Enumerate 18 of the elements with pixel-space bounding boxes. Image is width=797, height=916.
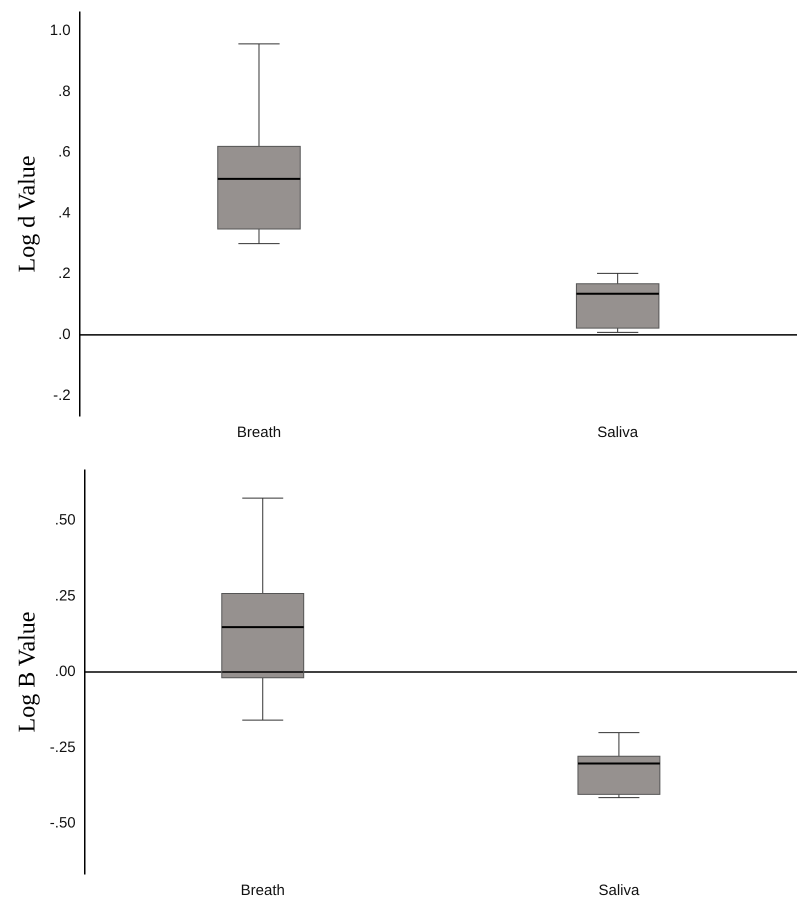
- y-tick-label: -.2: [53, 386, 71, 404]
- x-tick-label: Breath: [236, 424, 282, 442]
- y-axis-title: Log d Value: [14, 156, 41, 272]
- y-tick-label: .2: [58, 265, 71, 282]
- y-tick-label: .8: [58, 82, 71, 100]
- y-axis-title: Log B Value: [14, 612, 41, 732]
- y-tick-label: .4: [58, 204, 71, 222]
- y-tick-label: 1.0: [50, 22, 71, 39]
- y-tick-label: .50: [54, 512, 76, 529]
- y-tick-label: .6: [58, 144, 71, 161]
- y-tick-label: .0: [58, 326, 71, 343]
- y-tick-label: .00: [54, 663, 76, 680]
- y-tick-label: -.25: [50, 738, 76, 756]
- x-tick-label: Breath: [240, 882, 285, 900]
- y-tick-label: .25: [54, 587, 76, 604]
- x-tick-label: Saliva: [597, 424, 639, 442]
- y-tick-label: -.50: [50, 814, 76, 832]
- x-tick-label: Saliva: [598, 882, 640, 900]
